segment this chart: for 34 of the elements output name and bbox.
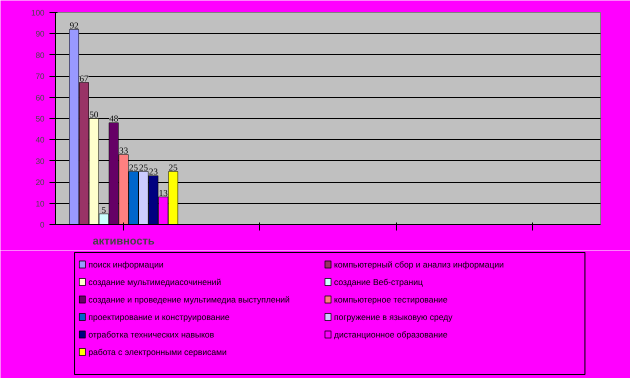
legend-label: компьютерное тестирование — [334, 294, 448, 304]
data-label: 13 — [158, 188, 168, 198]
data-label: 25 — [168, 162, 178, 172]
y-tick-label: 80 — [36, 50, 46, 60]
y-tick-label: 50 — [36, 114, 46, 124]
y-tick-label: 100 — [31, 8, 46, 18]
legend-label: проектирование и конструирование — [88, 312, 230, 322]
data-label: 23 — [148, 166, 158, 177]
legend-label: дистанционное образование — [334, 330, 448, 340]
y-tick-label: 70 — [36, 72, 46, 82]
y-tick-label: 0 — [40, 220, 46, 230]
legend-label: компьютерный сбор и анализ информации — [334, 260, 504, 270]
data-label: 92 — [70, 20, 79, 30]
y-tick-label: 30 — [36, 156, 46, 166]
data-label: 5 — [102, 204, 107, 215]
y-tick-label: 10 — [36, 199, 46, 208]
legend-label: погружение в языковую среду — [334, 312, 454, 322]
legend-label: отработка технических навыков — [88, 330, 215, 340]
y-tick-label: 40 — [36, 136, 46, 145]
data-label: 50 — [89, 110, 99, 120]
data-label: 67 — [79, 73, 89, 84]
y-tick-label: 60 — [36, 93, 46, 102]
legend-label: создание Веб-страниц — [334, 277, 423, 287]
legend-label: работа с электронными сервисами — [88, 347, 227, 357]
legend-label: поиск информации — [88, 260, 164, 270]
data-label: 25 — [129, 162, 139, 172]
legend-label: создание и проведение мультимедиа выступлений — [88, 294, 290, 304]
x-tick-label: активность — [92, 236, 155, 248]
data-label: 33 — [119, 146, 129, 156]
y-tick-label: 20 — [36, 178, 46, 188]
legend-label: создание мультимедиасочинений — [88, 277, 222, 287]
data-label: 48 — [109, 114, 119, 124]
y-tick-label: 90 — [36, 30, 46, 39]
data-label: 25 — [138, 162, 148, 172]
